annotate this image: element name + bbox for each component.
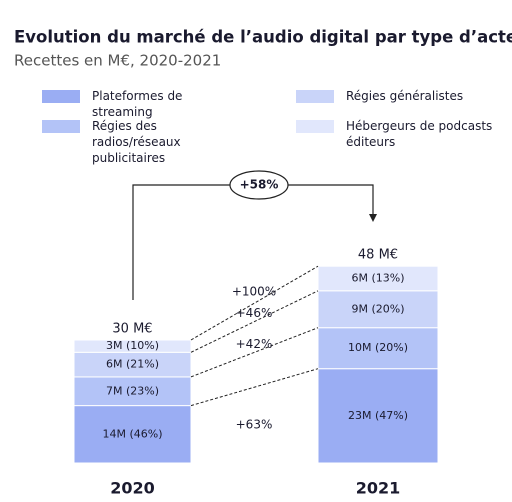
growth-label: +42%: [236, 337, 273, 351]
legend-item: Régies généralistes: [296, 88, 506, 104]
bar-segment: [317, 290, 439, 329]
value-label: 9M (20%): [351, 302, 404, 315]
growth-label: +63%: [236, 418, 273, 432]
total-growth: +58%: [240, 178, 279, 192]
legend-label: Régies généralistes: [346, 89, 464, 103]
bar-segment: [73, 339, 192, 353]
value-label: 23M (47%): [348, 409, 408, 422]
value-label: 3M (10%): [106, 339, 159, 352]
bar-segment: [317, 265, 439, 292]
bar-segment: [73, 405, 192, 464]
legend-label: Régies des radios/réseaux publicitaires: [92, 119, 181, 165]
legend-item: Plateformes de streaming: [42, 88, 282, 120]
bar-segment: [73, 376, 192, 407]
connector: [190, 327, 319, 378]
chart-subtitle: Recettes en M€, 2020-2021: [14, 52, 221, 70]
value-label: 6M (13%): [351, 272, 404, 285]
legend-swatch: [42, 90, 80, 103]
value-label: 6M (21%): [106, 358, 159, 371]
legend-swatch: [296, 120, 334, 133]
value-label: 10M (20%): [348, 341, 408, 354]
chart-title: Evolution du marché de l’audio digital p…: [14, 28, 512, 47]
growth-bubble: [229, 170, 289, 200]
legend-item: Hébergeurs de podcasts éditeurs: [296, 118, 506, 150]
legend-label: Hébergeurs de podcasts éditeurs: [346, 119, 493, 149]
x-tick-label: 2021: [356, 479, 401, 498]
growth-label: +46%: [236, 306, 273, 320]
bar-segment: [317, 327, 439, 370]
growth-label: +100%: [232, 285, 276, 299]
value-label: 7M (23%): [106, 384, 159, 397]
total-label: 30 M€: [112, 322, 152, 337]
connector: [190, 265, 319, 341]
bar-segment: [317, 368, 439, 464]
legend-item: Régies des radios/réseaux publicitaires: [42, 118, 282, 166]
legend-swatch: [296, 90, 334, 103]
legend-label: Plateformes de streaming: [92, 89, 183, 119]
connector: [190, 368, 319, 407]
x-tick-label: 2020: [110, 479, 155, 498]
connector: [190, 290, 319, 353]
value-label: 14M (46%): [102, 427, 162, 440]
legend-swatch: [42, 120, 80, 133]
arrow-head: [369, 214, 377, 222]
total-label: 48 M€: [358, 248, 398, 263]
